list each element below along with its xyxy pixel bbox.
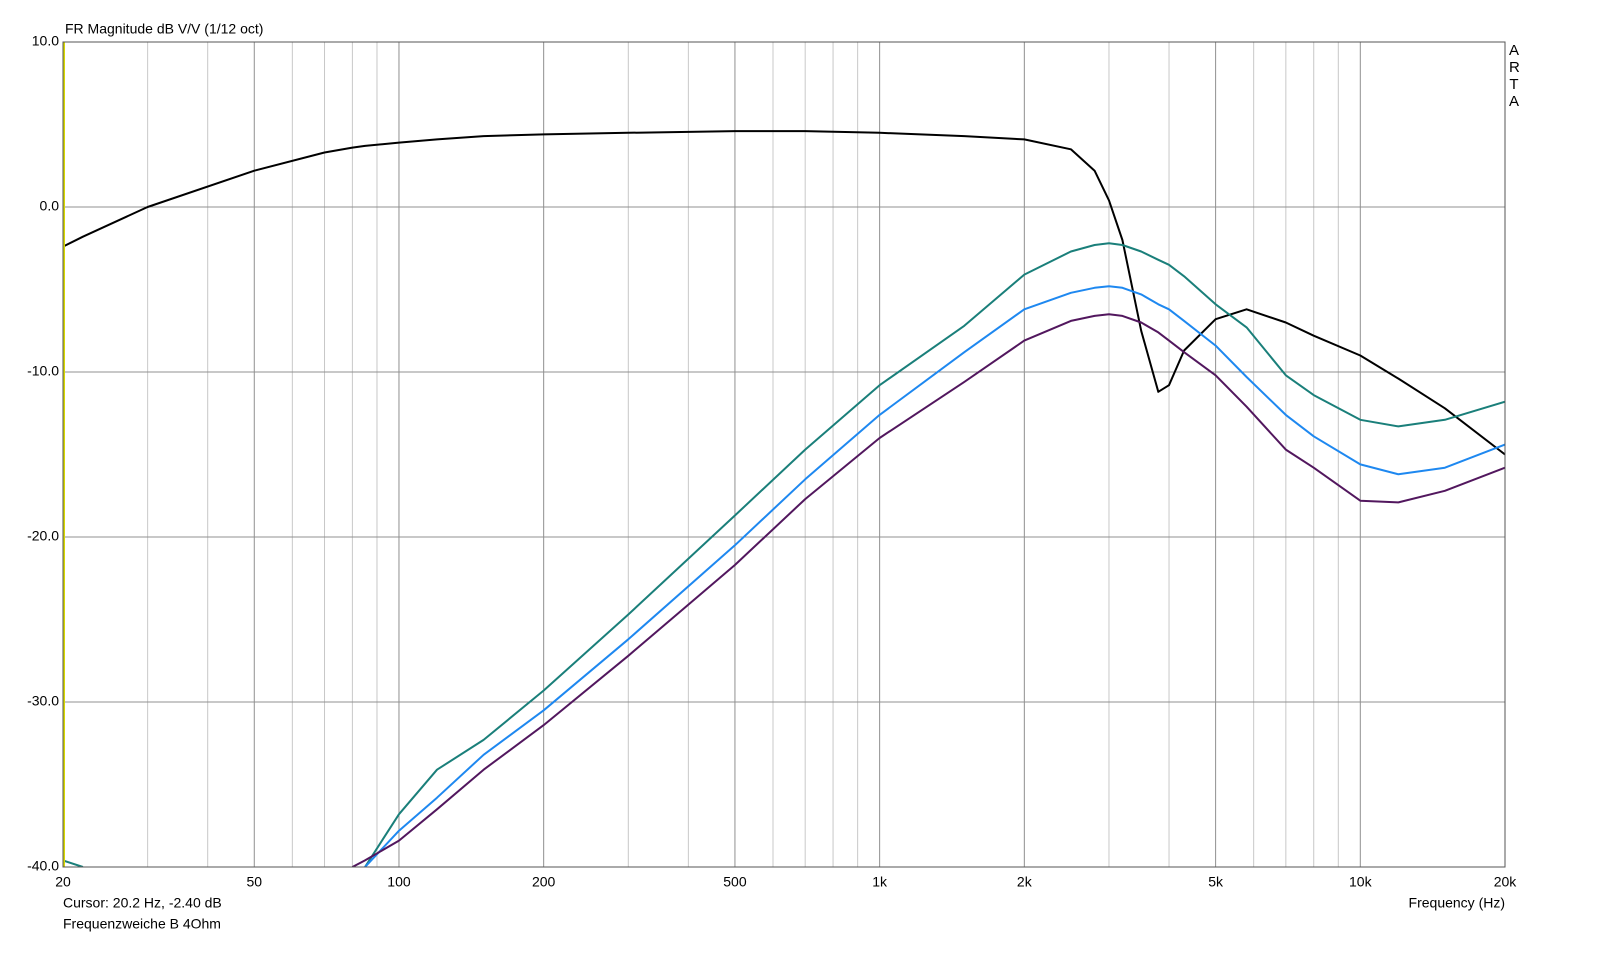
cursor-readout: Cursor: 20.2 Hz, -2.40 dB — [63, 895, 222, 911]
x-tick-label: 20 — [55, 874, 71, 890]
x-tick-label: 20k — [1494, 874, 1518, 890]
y-tick-label: -30.0 — [27, 693, 59, 709]
brand: ARTA — [1509, 42, 1520, 110]
grid — [62, 41, 1506, 868]
caption: Frequenzweiche B 4Ohm — [63, 916, 221, 932]
series-line — [364, 285, 1505, 867]
x-tick-label: 5k — [1208, 874, 1224, 890]
series-line — [351, 313, 1505, 867]
x-tick-label: 2k — [1017, 874, 1033, 890]
plot-frame — [62, 41, 1506, 868]
y-tick-label: -40.0 — [27, 858, 59, 874]
y-tick-label: 10.0 — [32, 33, 59, 49]
x-axis-label: Frequency (Hz) — [1409, 895, 1505, 911]
y-tick-label: -10.0 — [27, 363, 59, 379]
series-line — [63, 130, 1505, 456]
x-tick-label: 10k — [1349, 874, 1373, 890]
x-tick-label: 50 — [246, 874, 262, 890]
chart-title: FR Magnitude dB V/V (1/12 oct) — [65, 21, 263, 37]
series-line — [63, 242, 1505, 867]
y-tick-label: -20.0 — [27, 528, 59, 544]
series-lines — [63, 130, 1505, 867]
x-tick-label: 500 — [723, 874, 747, 890]
y-tick-label: 0.0 — [40, 198, 60, 214]
x-tick-label: 100 — [387, 874, 411, 890]
x-tick-label: 200 — [532, 874, 556, 890]
x-tick-label: 1k — [872, 874, 888, 890]
